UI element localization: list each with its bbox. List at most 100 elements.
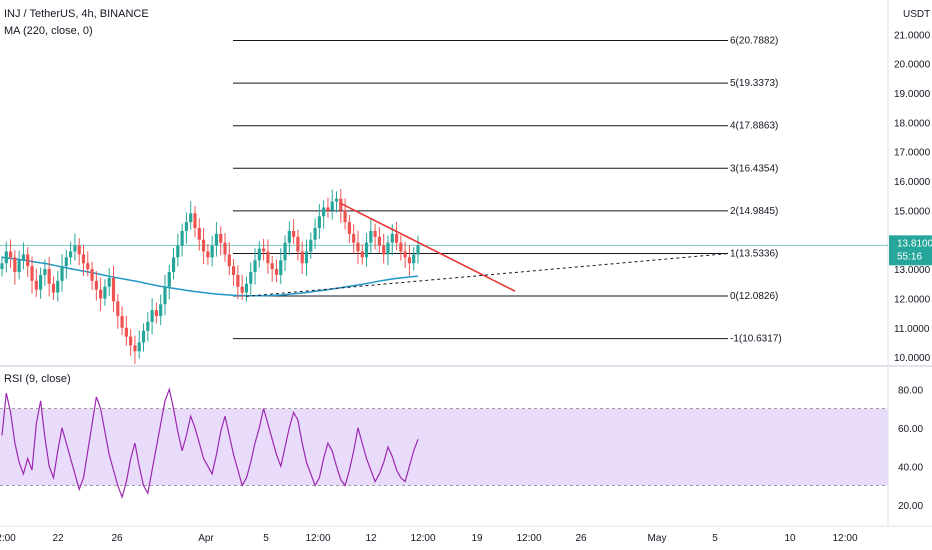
candle-body [240, 286, 244, 293]
price-tick-label: 10.0000 [894, 353, 931, 364]
time-axis-labels: 2:00 22 26 Apr 5 12:00 12 12:00 19 12:00 26 May 5 10 1… [0, 533, 858, 544]
candle-body [292, 230, 296, 237]
candle-body [369, 230, 373, 243]
candle-body [146, 321, 150, 331]
candle-body [231, 266, 236, 275]
time-tick-label: 10 [784, 533, 796, 544]
price-badge-value: 13.8100 [897, 238, 932, 249]
candle-body [120, 316, 124, 328]
candle-body [38, 274, 43, 290]
candle-body [129, 336, 133, 346]
candle-body [8, 251, 13, 258]
rsi-tick-label: 80.00 [898, 385, 923, 396]
fib-level-label: 4(17.8863) [730, 121, 778, 132]
candle-body [137, 342, 141, 352]
price-axis-ticks: 10.000011.000012.000013.000014.000015.00… [894, 30, 931, 364]
candle-body [77, 245, 81, 255]
price-badge[interactable]: 13.8100 55:16 [889, 235, 932, 266]
symbol-legend[interactable]: INJ / TetherUS, 4h, BINANCE [4, 8, 149, 20]
candle-body [322, 207, 326, 217]
candle-body [176, 245, 180, 258]
candle-body [167, 272, 171, 287]
time-tick-label: 2:00 [0, 533, 16, 544]
candle-body [13, 257, 17, 273]
candle-body [189, 213, 193, 223]
candle-body [30, 266, 34, 281]
time-tick-label: 12:00 [516, 533, 541, 544]
candle-body [326, 207, 330, 211]
rsi-tick-label: 60.00 [898, 424, 923, 435]
candle-body [163, 286, 167, 305]
time-tick-label: 5 [712, 533, 718, 544]
candle-body [51, 283, 56, 293]
candle-body [150, 310, 154, 322]
candle-body [99, 289, 103, 299]
time-tick-label: 19 [471, 533, 483, 544]
price-pane[interactable] [0, 0, 888, 365]
candle-body [270, 263, 274, 270]
candle-body [81, 254, 86, 264]
time-tick-label: 12:00 [410, 533, 435, 544]
candle-body [133, 345, 137, 352]
candle-body [390, 233, 394, 243]
rsi-path [1, 387, 419, 500]
candle-body [287, 230, 291, 243]
candle-body [197, 228, 201, 240]
candle-body [407, 257, 412, 264]
candle-body [107, 277, 111, 287]
candle-body [73, 245, 77, 252]
candle-body [159, 304, 163, 317]
price-tick-label: 16.0000 [894, 177, 931, 188]
candle-body [206, 251, 210, 258]
rsi-axis-ticks: 20.00 40.00 60.00 80.00 [898, 385, 923, 512]
candle-body [94, 280, 98, 290]
price-tick-label: 11.0000 [894, 324, 930, 335]
price-badge-countdown: 55:16 [897, 251, 922, 262]
candle-body [171, 257, 176, 273]
candle-body [201, 239, 206, 252]
price-tick-label: 21.0000 [894, 30, 931, 41]
candle-body [219, 233, 223, 243]
candle-body [86, 263, 90, 270]
candle-body [17, 260, 21, 273]
rsi-band [0, 408, 888, 486]
fib-level-label: 3(16.4354) [730, 163, 778, 174]
rsi-legend[interactable]: RSI (9, close) [4, 373, 71, 385]
candle-body [274, 269, 279, 275]
fib-level-label: 1(13.5336) [730, 248, 778, 259]
candle-body [141, 330, 146, 343]
fib-level-label: 6(20.7882) [730, 36, 778, 47]
candle-body [266, 251, 270, 264]
time-tick-label: 26 [111, 533, 123, 544]
candle-body [43, 269, 47, 275]
ma-legend[interactable]: MA (220, close, 0) [4, 25, 93, 37]
candle-body [394, 233, 399, 243]
candle-body [382, 245, 386, 255]
price-tick-label: 15.0000 [894, 206, 931, 217]
candle-body [154, 310, 158, 317]
candle-body [180, 230, 184, 246]
candle-body [227, 254, 231, 267]
rsi-tick-label: 40.00 [898, 462, 923, 473]
price-tick-label: 20.0000 [894, 60, 931, 71]
candle-body [69, 251, 73, 258]
candle-body [317, 216, 321, 229]
rsi-tick-label: 20.00 [898, 501, 923, 512]
candle-body [253, 260, 257, 273]
descending-trendline [339, 202, 516, 292]
ma-220-path [1, 256, 419, 297]
candle-body [399, 242, 403, 252]
candle-body [111, 277, 116, 302]
candle-body [334, 198, 339, 202]
candle-body [283, 242, 287, 261]
candle-body [360, 251, 364, 258]
candle-body [34, 280, 38, 290]
candle-body [124, 327, 128, 337]
price-tick-label: 17.0000 [894, 148, 931, 159]
candle-body [377, 236, 382, 246]
candle-body [0, 263, 4, 270]
candle-body [304, 251, 309, 264]
ascending-support-line [245, 253, 729, 297]
candle-body [313, 228, 317, 240]
